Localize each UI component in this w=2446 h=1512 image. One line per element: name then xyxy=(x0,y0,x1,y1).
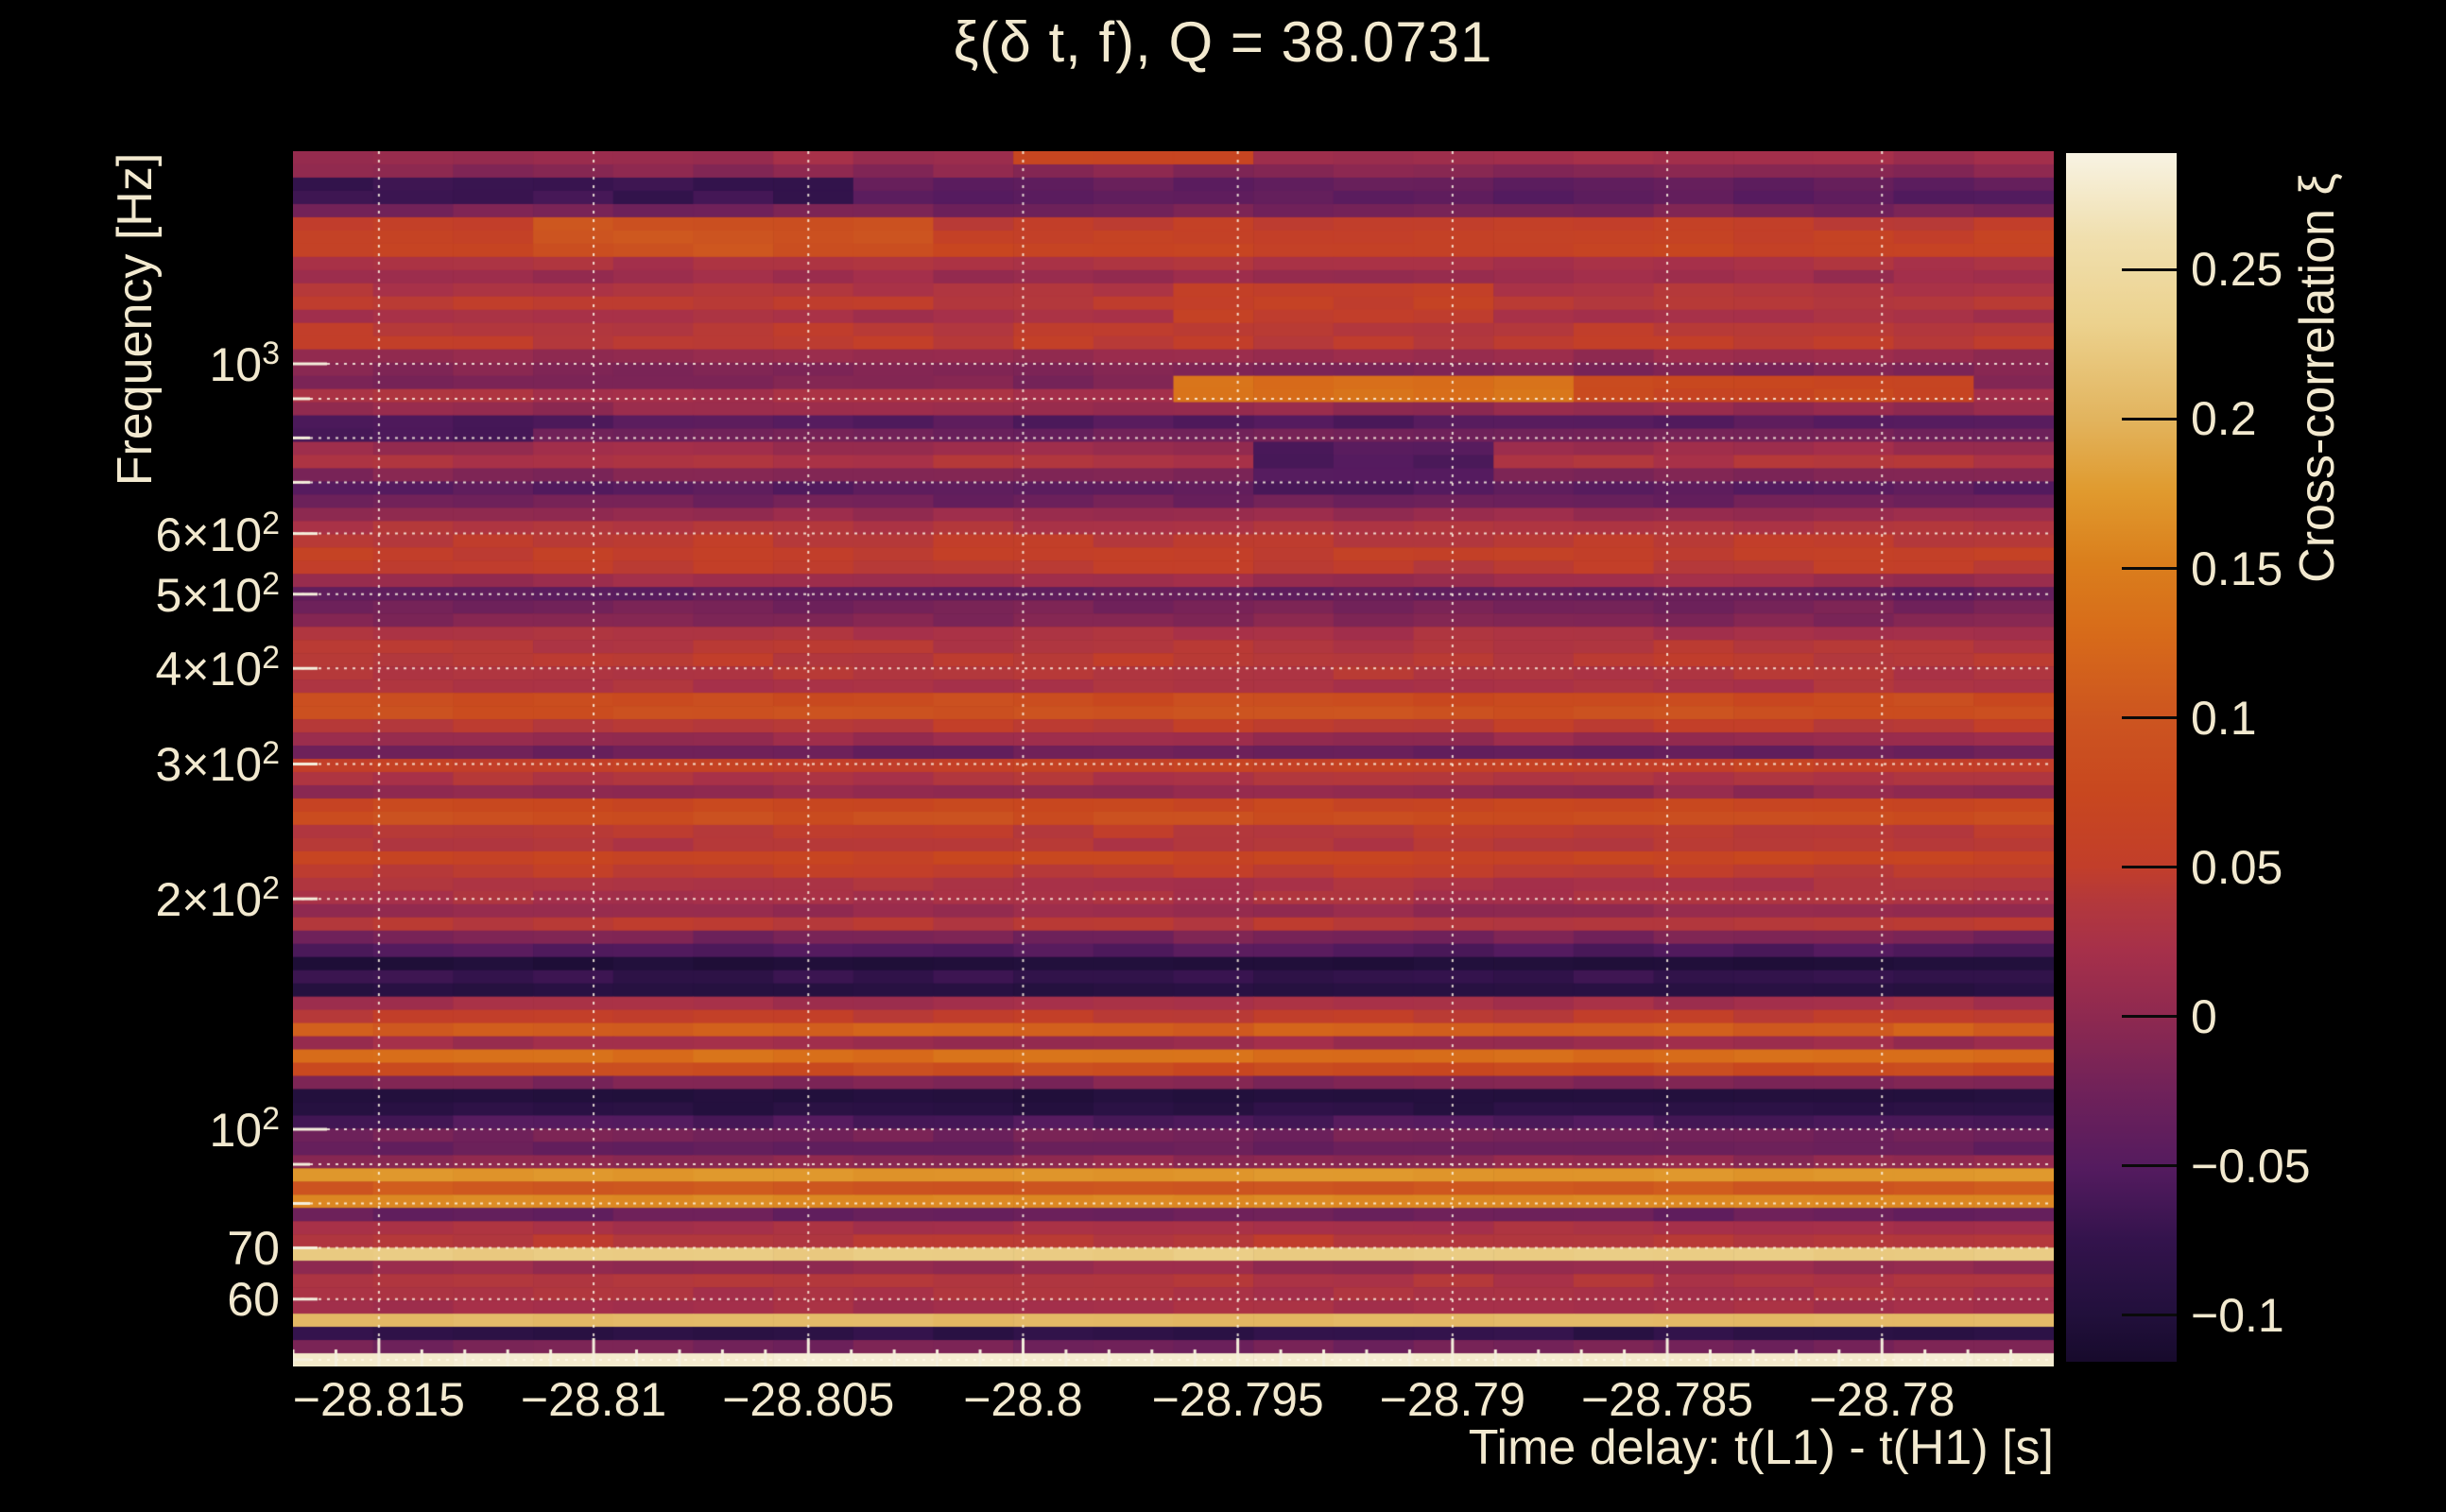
colorbar-tick-label: 0.2 xyxy=(2191,392,2257,446)
colorbar-tick-mark xyxy=(2122,567,2177,570)
colorbar-tick-mark xyxy=(2122,866,2177,869)
plot-title: ξ(δ t, f), Q = 38.0731 xyxy=(953,10,1493,74)
colorbar-tick-mark xyxy=(2122,1314,2177,1317)
colorbar-tick-label: 0.1 xyxy=(2191,691,2257,745)
colorbar-tick-label: 0.05 xyxy=(2191,840,2283,894)
x-tick-label: −28.79 xyxy=(1379,1373,1526,1426)
colorbar-gradient xyxy=(2066,153,2177,1362)
colorbar-tick-label: 0.25 xyxy=(2191,243,2283,297)
heatmap-canvas xyxy=(293,151,2054,1366)
y-tick-label: 60 xyxy=(227,1272,280,1326)
colorbar-tick-mark xyxy=(2122,417,2177,421)
colorbar-tick-mark xyxy=(2122,1015,2177,1019)
colorbar-tick-label: −0.05 xyxy=(2191,1139,2311,1193)
colorbar-tick-label: 0 xyxy=(2191,989,2217,1043)
y-tick-label: 102 xyxy=(209,1101,280,1157)
y-tick-label: 70 xyxy=(227,1221,280,1275)
colorbar-tick-label: 0.15 xyxy=(2191,541,2283,595)
colorbar-tick-mark xyxy=(2122,1164,2177,1168)
x-tick-label: −28.815 xyxy=(292,1373,465,1426)
y-tick-label: 103 xyxy=(209,335,280,391)
y-tick-label: 4×102 xyxy=(155,640,280,696)
y-tick-label: 5×102 xyxy=(155,565,280,622)
x-tick-label: −28.795 xyxy=(1151,1373,1324,1426)
y-tick-label: 6×102 xyxy=(155,505,280,561)
y-tick-label: 2×102 xyxy=(155,870,280,926)
x-tick-label: −28.785 xyxy=(1580,1373,1754,1426)
x-axis-title: Time delay: t(L1) - t(H1) [s] xyxy=(1468,1420,2054,1475)
y-tick-label: 3×102 xyxy=(155,735,280,792)
x-tick-label: −28.8 xyxy=(963,1373,1083,1426)
colorbar-title: Cross-correlation ξ xyxy=(2290,173,2345,583)
colorbar-tick-label: −0.1 xyxy=(2191,1288,2284,1342)
x-tick-label: −28.78 xyxy=(1809,1373,1955,1426)
colorbar-tick-mark xyxy=(2122,716,2177,720)
colorbar-tick-mark xyxy=(2122,267,2177,271)
x-tick-label: −28.805 xyxy=(722,1373,895,1426)
y-axis-title: Frequency [Hz] xyxy=(108,152,163,487)
x-tick-label: −28.81 xyxy=(520,1373,667,1426)
